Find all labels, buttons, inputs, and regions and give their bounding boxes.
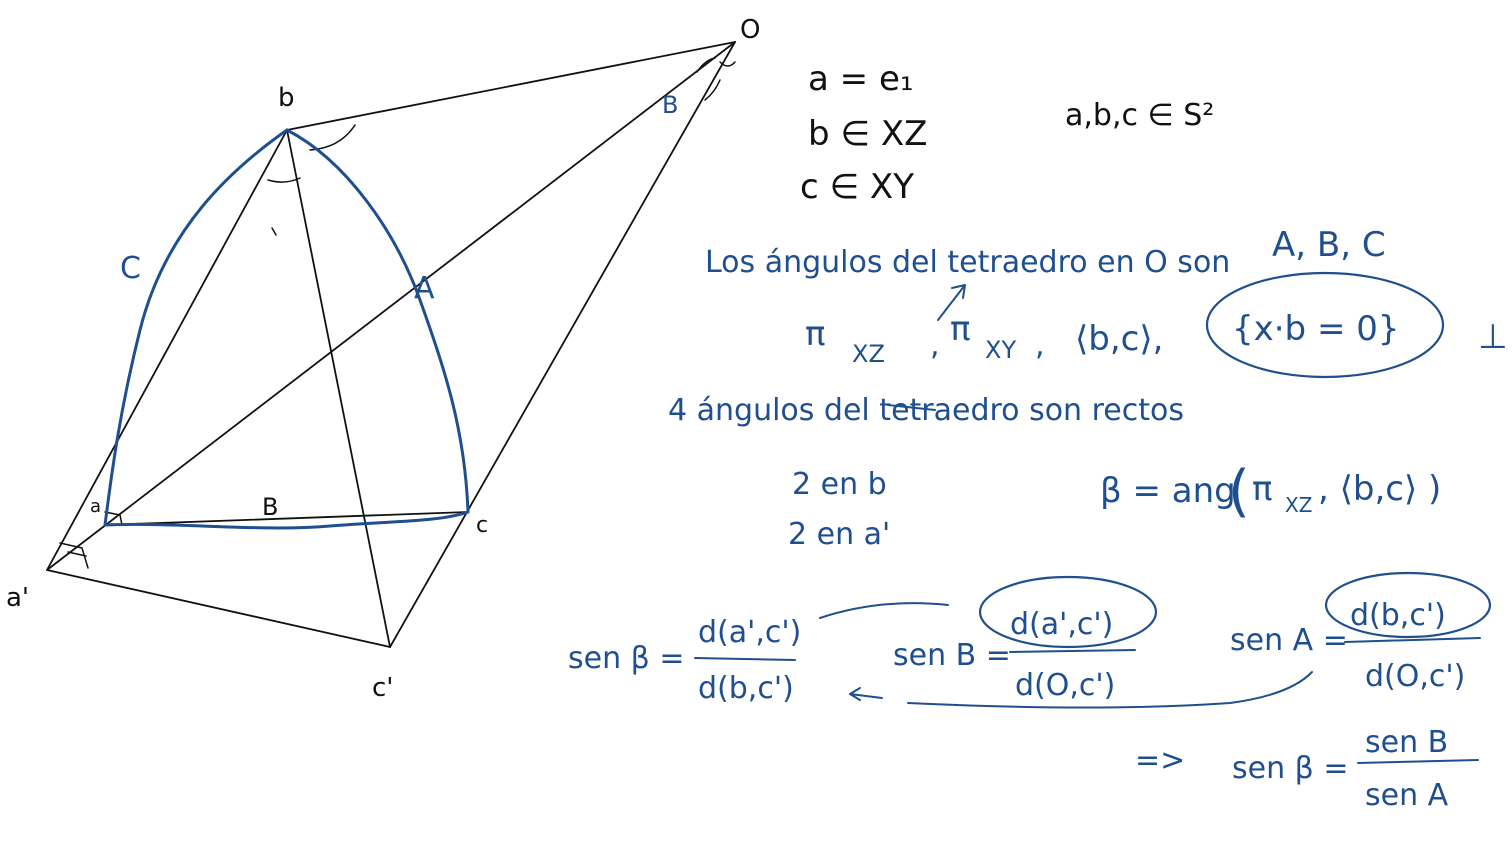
beta-def-paren: ( xyxy=(1228,459,1250,524)
sen-beta-den: d(b,c') xyxy=(698,671,794,706)
strike-tetra xyxy=(887,404,936,411)
pi-xz: π xyxy=(805,314,825,354)
label-arc-C: C xyxy=(120,251,141,286)
final-num: sen B xyxy=(1365,725,1448,760)
def-c: c ∈ XY xyxy=(800,167,914,207)
label-c: c xyxy=(476,513,488,538)
def-a: a = e₁ xyxy=(808,59,914,99)
beta-def: β = ang xyxy=(1100,471,1236,511)
sen-A-num: d(b,c') xyxy=(1350,598,1446,633)
edge-b-O xyxy=(286,41,736,131)
pi-xy: π xyxy=(950,309,970,349)
tetrahedron-edges xyxy=(46,41,736,648)
final-bar xyxy=(1357,759,1479,764)
def-b: b ∈ XZ xyxy=(808,114,927,154)
angle-mark-at-O xyxy=(696,57,736,101)
pi-xy-sub: XY xyxy=(985,336,1016,364)
span-bc: ⟨b,c⟩, xyxy=(1075,319,1163,359)
right-angle-at-a xyxy=(104,511,123,526)
right-angle-at-a-prime xyxy=(59,542,89,569)
tick-mark xyxy=(271,227,277,236)
connector-top xyxy=(819,602,949,619)
label-angle-B-at-O: B xyxy=(662,91,678,119)
set-circle xyxy=(1205,271,1445,379)
perp-symbol: ⊥ xyxy=(1478,317,1508,357)
sen-B-num-circle xyxy=(978,575,1158,649)
beta-def-rest: , ⟨b,c⟩ ) xyxy=(1318,469,1441,509)
edge-b-c-prime xyxy=(286,129,391,648)
comma-2: , xyxy=(1035,328,1045,363)
sen-beta-num: d(a',c') xyxy=(698,615,801,650)
two-in-b: 2 en b xyxy=(792,467,887,502)
label-arc-A: A xyxy=(414,271,435,306)
sen-B-lhs: sen B = xyxy=(893,638,1011,673)
arrow-up xyxy=(937,284,966,321)
sen-A-lhs: sen A = xyxy=(1230,623,1348,658)
label-b: b xyxy=(278,83,295,113)
edge-a-prime-c-prime xyxy=(46,569,391,648)
angles-values: A, B, C xyxy=(1272,225,1386,265)
def-sphere: a,b,c ∈ S² xyxy=(1065,98,1214,133)
label-O: O xyxy=(740,15,760,45)
edge-b-a-prime xyxy=(46,129,288,571)
arc-A xyxy=(285,128,470,514)
spherical-triangle xyxy=(103,128,470,530)
sen-beta-lhs: sen β = xyxy=(568,641,684,676)
edge-a-c xyxy=(104,511,469,526)
sen-B-num: d(a',c') xyxy=(1010,607,1113,642)
label-a-prime: a' xyxy=(6,583,29,613)
label-c-prime: c' xyxy=(372,673,393,703)
sen-beta-bar xyxy=(694,657,796,661)
comma-1: , xyxy=(930,328,940,363)
sen-A-den: d(O,c') xyxy=(1365,659,1465,694)
beta-def-sub: XZ xyxy=(1285,493,1312,517)
arc-B xyxy=(103,510,470,530)
sen-A-num-circle xyxy=(1324,571,1492,639)
implies: => xyxy=(1135,743,1185,778)
sen-B-bar xyxy=(1009,649,1136,653)
connector-bottom xyxy=(907,671,1313,709)
beta-def-pi: π xyxy=(1252,469,1272,509)
final-den: sen A xyxy=(1365,778,1449,813)
arc-C xyxy=(103,128,289,527)
connector-arrow xyxy=(849,687,883,701)
sen-A-bar xyxy=(1344,637,1481,643)
set-x-b: {x·b = 0} xyxy=(1232,309,1400,349)
pi-xz-sub: XZ xyxy=(852,340,885,368)
label-arc-B: B xyxy=(262,493,278,521)
label-a: a xyxy=(90,496,101,517)
edge-a-prime-O xyxy=(46,41,736,571)
edge-O-c-prime xyxy=(389,41,736,648)
right-angle-marks xyxy=(59,57,736,569)
sen-B-den: d(O,c') xyxy=(1015,668,1115,703)
right-angles-text: 4 ángulos del tetraedro son rectos xyxy=(668,393,1184,428)
final-lhs: sen β = xyxy=(1232,751,1348,786)
angles-text: Los ángulos del tetraedro en O son xyxy=(705,245,1230,280)
two-in-a: 2 en a' xyxy=(788,517,890,552)
